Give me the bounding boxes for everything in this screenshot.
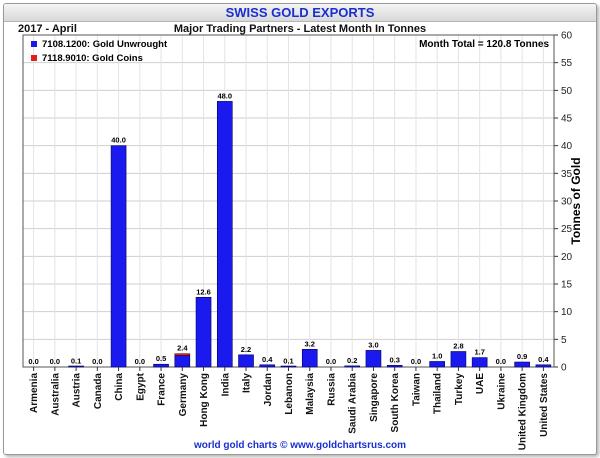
y-tick-label: 40 (561, 141, 573, 152)
x-tick-label: Turkey (454, 373, 465, 405)
y-tick-label: 10 (561, 307, 573, 318)
x-tick-label: Jordan (263, 373, 274, 406)
data-label: 0.3 (389, 355, 399, 364)
data-label: 0.0 (92, 357, 102, 366)
x-tick-label: Singapore (369, 373, 380, 422)
bar-hong-kong (195, 296, 212, 368)
x-tick-label: South Korea (390, 373, 401, 433)
bar-austria (68, 365, 84, 368)
y-tick-label: 45 (561, 114, 573, 125)
period-label: 2017 - April (18, 23, 77, 35)
bar-chart: 0 5 10 15 20 25 30 35 40 45 50 55 60 0.0 Armenia 0.0 Aus… (22, 31, 583, 450)
data-label: 3.2 (305, 339, 315, 348)
y-tick-label: 25 (561, 224, 573, 235)
y-tick-label: 15 (561, 280, 573, 291)
data-label: 2.8 (453, 342, 463, 351)
data-label: 0.1 (71, 356, 81, 365)
bar-malaysia (301, 348, 318, 368)
chart-subtitle: Major Trading Partners - Latest Month In… (173, 23, 427, 35)
bar-thailand (429, 361, 445, 368)
bar-india (216, 101, 233, 368)
footer-credit: world gold charts © www.goldchartsrus.co… (193, 440, 407, 451)
x-tick-label: Malaysia (305, 373, 316, 415)
data-label: 0.4 (262, 355, 273, 364)
bar-coins-germany (174, 353, 191, 356)
legend-swatch-unwrought (31, 41, 37, 47)
data-label: 0.0 (326, 357, 336, 366)
y-tick-label: 0 (561, 363, 567, 374)
x-tick-label: Hong Kong (199, 373, 210, 427)
data-label: 2.2 (241, 345, 251, 354)
bar-uae (471, 357, 488, 368)
x-tick-label: France (157, 373, 168, 406)
x-tick-label: Germany (178, 373, 189, 417)
data-label: 48.0 (217, 91, 232, 100)
data-label: 0.2 (347, 356, 357, 365)
chart-title: SWISS GOLD EXPORTS (4, 4, 596, 22)
data-label: 0.0 (28, 357, 38, 366)
x-tick-label: Australia (50, 373, 61, 416)
legend-swatch-coins (31, 55, 37, 61)
x-tick-label: Italy (242, 373, 253, 393)
x-tick-label: UAE (475, 373, 486, 394)
data-label: 0.0 (411, 357, 421, 366)
data-label: 12.6 (196, 287, 211, 296)
legend-label-coins: 7118.9010: Gold Coins (42, 53, 143, 64)
y-tick-label: 20 (561, 252, 573, 263)
data-label: 0.1 (283, 356, 293, 365)
data-label: 0.0 (496, 357, 506, 366)
data-label: 1.7 (474, 348, 484, 357)
bar-singapore (365, 350, 382, 368)
bar-south-korea (386, 365, 403, 368)
data-label: 0.4 (538, 355, 549, 364)
x-tick-label: Lebanon (284, 373, 295, 415)
x-tick-label: India (220, 373, 231, 397)
x-tick-label: United States (539, 373, 550, 437)
bar-france (153, 363, 169, 368)
x-tick-label: Russia (326, 373, 337, 406)
data-label: 40.0 (111, 136, 126, 145)
x-tick-label: Saudi Arabia (348, 373, 359, 434)
x-tick-label: Egypt (135, 372, 146, 400)
data-label: 1.0 (432, 351, 442, 360)
bar-germany (174, 355, 191, 368)
x-tick-label: Austria (72, 373, 83, 408)
bar-lebanon (280, 365, 297, 368)
x-tick-label: Ukraine (496, 373, 507, 410)
x-tick-label: United Kingdom (518, 373, 529, 450)
data-label: 0.0 (50, 357, 60, 366)
x-tick-label: China (114, 373, 125, 401)
x-tick-label: Armenia (29, 373, 40, 413)
data-label: 2.4 (177, 344, 188, 353)
x-tick-label: Canada (93, 373, 104, 410)
legend-label-unwrought: 7108.1200: Gold Unwrought (42, 39, 168, 50)
bar-china (110, 145, 127, 368)
bar-jordan (259, 364, 276, 368)
data-label: 3.0 (368, 340, 378, 349)
bar-united-kingdom (514, 361, 530, 368)
month-total-annotation: Month Total = 120.8 Tonnes (419, 39, 549, 50)
y-tick-label: 30 (561, 197, 573, 208)
data-label: 0.9 (517, 352, 527, 361)
bar-united-states (535, 364, 552, 368)
y-tick-label: 60 (561, 31, 573, 42)
x-tick-label: Thailand (433, 373, 444, 414)
data-label: 0.5 (156, 354, 166, 363)
x-tick-label: Taiwan (411, 373, 422, 406)
bar-turkey (450, 351, 467, 368)
y-tick-label: 5 (561, 335, 567, 346)
bar-italy (238, 354, 254, 368)
data-label: 0.0 (135, 357, 145, 366)
y-axis-title: Tonnes of Gold (569, 157, 583, 244)
y-tick-label: 35 (561, 169, 573, 180)
chart-frame: SWISS GOLD EXPORTS 2017 - April Major Tr… (3, 3, 597, 455)
y-tick-label: 50 (561, 86, 573, 97)
bar-saudi-arabia (344, 365, 361, 368)
y-tick-label: 55 (561, 58, 573, 69)
